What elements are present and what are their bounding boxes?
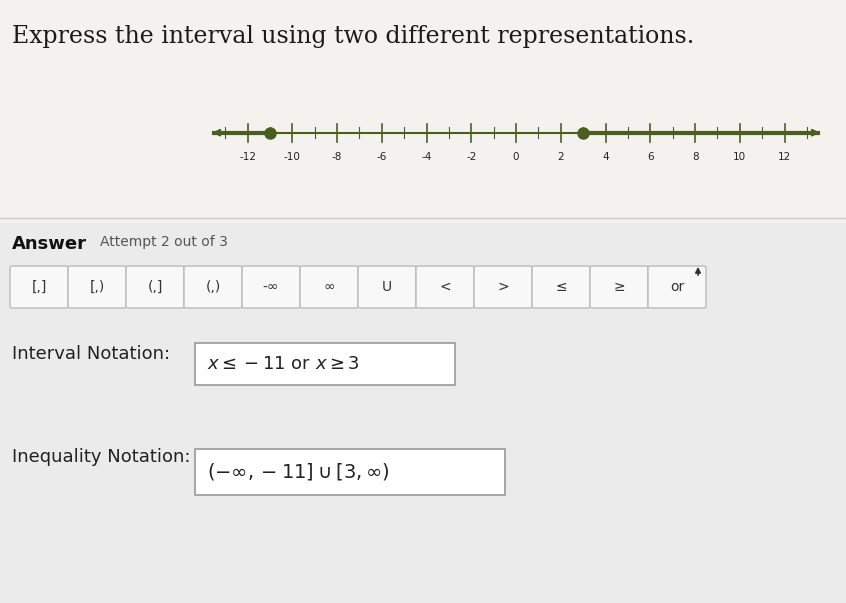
Text: [,): [,)	[90, 280, 105, 294]
Text: $(-\infty,-11]\cup[3,\infty)$: $(-\infty,-11]\cup[3,\infty)$	[207, 461, 390, 482]
Text: -6: -6	[376, 153, 387, 162]
Text: -8: -8	[332, 153, 343, 162]
Text: (,): (,)	[206, 280, 221, 294]
Text: ∞: ∞	[323, 280, 335, 294]
Text: Interval Notation:: Interval Notation:	[12, 345, 170, 363]
Text: [,]: [,]	[31, 280, 47, 294]
Text: U: U	[382, 280, 392, 294]
FancyBboxPatch shape	[10, 266, 68, 308]
Text: 0: 0	[513, 153, 519, 162]
FancyBboxPatch shape	[195, 343, 455, 385]
Text: 10: 10	[733, 153, 746, 162]
Text: ≥: ≥	[613, 280, 625, 294]
FancyBboxPatch shape	[590, 266, 648, 308]
Text: -4: -4	[421, 153, 431, 162]
FancyBboxPatch shape	[195, 449, 505, 495]
Text: 6: 6	[647, 153, 654, 162]
Text: <: <	[439, 280, 451, 294]
Text: >: >	[497, 280, 508, 294]
Text: or: or	[670, 280, 684, 294]
Text: Attempt 2 out of 3: Attempt 2 out of 3	[100, 235, 228, 249]
Text: (,]: (,]	[147, 280, 162, 294]
FancyBboxPatch shape	[184, 266, 242, 308]
Text: ≤: ≤	[555, 280, 567, 294]
FancyBboxPatch shape	[358, 266, 416, 308]
FancyBboxPatch shape	[126, 266, 184, 308]
Text: 12: 12	[778, 153, 791, 162]
Text: Answer: Answer	[12, 235, 87, 253]
FancyBboxPatch shape	[474, 266, 532, 308]
Text: -∞: -∞	[263, 280, 279, 294]
Bar	[0, 223, 846, 603]
FancyBboxPatch shape	[68, 266, 126, 308]
FancyBboxPatch shape	[300, 266, 358, 308]
Text: 2: 2	[558, 153, 564, 162]
FancyBboxPatch shape	[416, 266, 474, 308]
Text: -2: -2	[466, 153, 476, 162]
Text: -12: -12	[239, 153, 256, 162]
Text: Express the interval using two different representations.: Express the interval using two different…	[12, 25, 695, 48]
Text: Inequality Notation:: Inequality Notation:	[12, 448, 190, 466]
Text: 4: 4	[602, 153, 609, 162]
FancyBboxPatch shape	[242, 266, 300, 308]
Text: $x \leq -11$ or $x \geq 3$: $x \leq -11$ or $x \geq 3$	[207, 355, 360, 373]
Text: 8: 8	[692, 153, 699, 162]
FancyBboxPatch shape	[648, 266, 706, 308]
FancyBboxPatch shape	[532, 266, 590, 308]
Text: -10: -10	[284, 153, 300, 162]
